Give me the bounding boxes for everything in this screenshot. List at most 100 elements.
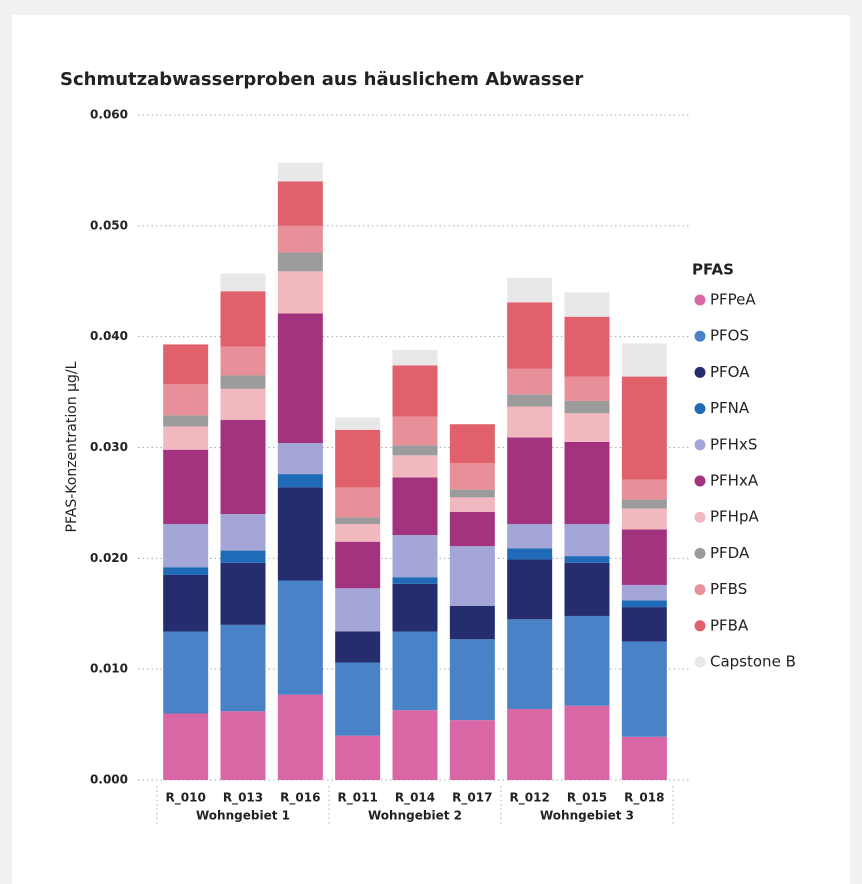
bar-segment (507, 302, 553, 369)
legend-label: PFNA (710, 399, 750, 417)
bar-segment (621, 600, 667, 608)
bar-segment (220, 711, 266, 780)
bar-segment (621, 529, 667, 585)
bar-segment (507, 548, 553, 560)
bar-segment (507, 437, 553, 524)
bar-segment (507, 619, 553, 710)
bar-segment (392, 365, 438, 417)
legend-swatch (694, 584, 706, 596)
bar-segment (163, 567, 209, 575)
bar-segment (163, 415, 209, 427)
bar-segment (220, 375, 266, 389)
bar-segment (564, 400, 610, 414)
group-label: Wohngebiet 1 (196, 809, 290, 823)
bar-segment (392, 583, 438, 632)
bar-segment (449, 489, 495, 498)
bar-segment (564, 441, 610, 524)
bar-segment (621, 499, 667, 509)
bar-segment (277, 181, 323, 226)
bar-segment (449, 511, 495, 547)
legend-label: PFOA (710, 363, 750, 381)
x-tick-label: R_013 (223, 791, 263, 806)
chart-title: Schmutzabwasserproben aus häuslichem Abw… (60, 69, 583, 90)
bar-segment (392, 535, 438, 578)
bar-segment (163, 449, 209, 524)
bar-segment (335, 662, 381, 736)
bar-segment (335, 417, 381, 430)
bar-segment (277, 271, 323, 314)
bar-segment (564, 556, 610, 563)
legend-swatch (694, 620, 706, 632)
bar-segment (163, 574, 209, 632)
group-label: Wohngebiet 2 (368, 809, 462, 823)
legend-label: PFHxS (710, 435, 757, 453)
bar-segment (277, 162, 323, 182)
bar-segment (277, 443, 323, 475)
x-tick-label: R_010 (166, 791, 206, 806)
bar-segment (507, 394, 553, 407)
bar-segment (335, 517, 381, 524)
bar-segment (449, 424, 495, 464)
bar-segment (220, 388, 266, 420)
bar-segment (220, 562, 266, 625)
bar-segment (621, 641, 667, 737)
legend-swatch (694, 511, 706, 523)
bar-segment (335, 631, 381, 663)
legend-label: PFOS (710, 327, 749, 345)
bar-segment (277, 580, 323, 695)
bar-segment (163, 384, 209, 416)
bar-segment (163, 426, 209, 450)
bar-segment (335, 588, 381, 632)
y-tick-label: 0.040 (90, 329, 128, 343)
bar-segment (277, 252, 323, 272)
bar-segment (621, 584, 667, 601)
legend-swatch (694, 403, 706, 415)
x-tick-label: R_016 (280, 791, 320, 806)
bar-segment (392, 710, 438, 780)
bar-segment (392, 477, 438, 536)
bar-segment (507, 523, 553, 549)
x-tick-label: R_017 (452, 791, 492, 806)
bar-segment (449, 497, 495, 512)
bar-segment (277, 487, 323, 581)
x-tick-label: R_018 (624, 791, 664, 806)
bar-segment (507, 406, 553, 438)
bar-segment (277, 225, 323, 253)
bar-segment (335, 429, 381, 488)
bar-segment (163, 344, 209, 385)
bar-segment (392, 349, 438, 366)
bar-segment (449, 720, 495, 780)
bar-segment (220, 346, 266, 376)
bar-segment (335, 735, 381, 780)
legend-label: Capstone B (710, 653, 796, 671)
legend-swatch (694, 547, 706, 559)
bar-segment (220, 291, 266, 347)
y-tick-label: 0.000 (90, 773, 128, 787)
bar-segment (163, 523, 209, 568)
bar-segment (392, 445, 438, 456)
legend-label: PFBS (710, 580, 747, 598)
y-tick-label: 0.060 (90, 108, 128, 122)
legend-swatch (694, 439, 706, 451)
legend-label: PFHpA (710, 508, 759, 526)
bar-segment (507, 277, 553, 303)
bar-segment (621, 376, 667, 480)
bar-segment (564, 316, 610, 377)
bar-segment (564, 705, 610, 780)
legend-label: PFBA (710, 616, 749, 634)
bar-segment (621, 479, 667, 500)
bar-segment (564, 523, 610, 557)
legend-title: PFAS (692, 261, 734, 279)
bar-segment (449, 639, 495, 721)
bar-segment (392, 416, 438, 446)
bar-segment (564, 562, 610, 616)
bar-segment (564, 615, 610, 706)
bar-segment (507, 368, 553, 395)
bar-segment (449, 463, 495, 490)
bar-segment (277, 474, 323, 488)
legend-swatch (694, 475, 706, 487)
bar-segment (163, 713, 209, 780)
bar-segment (220, 273, 266, 292)
